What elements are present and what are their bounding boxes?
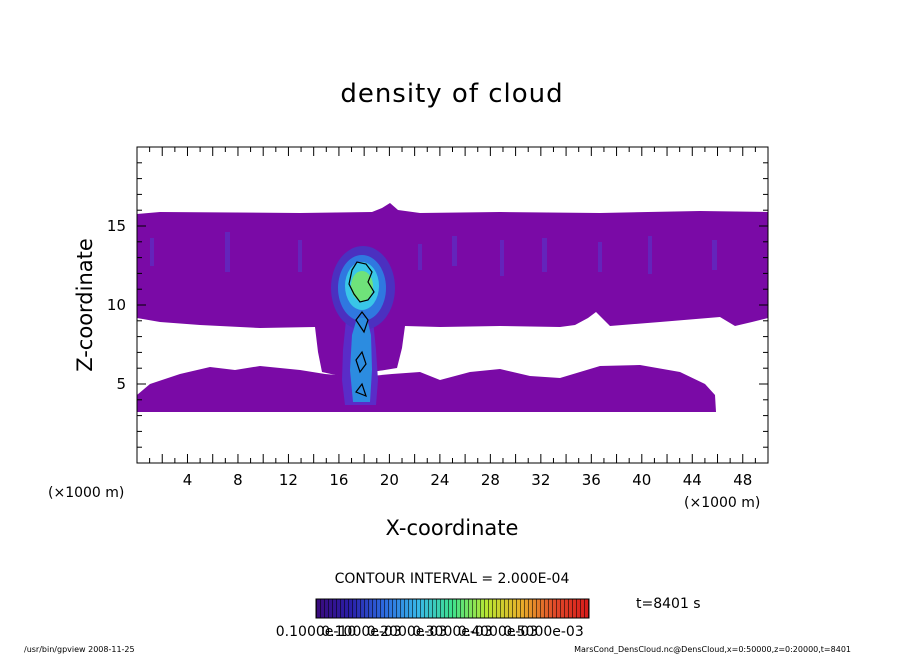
density-field <box>137 203 768 412</box>
y-tick-label: 5 <box>116 375 126 393</box>
y-tick-label: 10 <box>107 296 126 314</box>
x-tick-label: 8 <box>233 471 243 489</box>
x-axis-ticks: 4 8 12 16 20 24 28 32 36 40 44 48 <box>149 147 756 489</box>
plume-inner <box>351 271 373 301</box>
colorbar-label: 0.4000e-03 <box>458 624 538 640</box>
colorbar-frame <box>315 598 590 619</box>
x-tick-label: 36 <box>582 471 601 489</box>
contour-interval: CONTOUR INTERVAL = 2.000E-04 <box>335 571 570 587</box>
colorbar-label: 0.1000e-10 <box>276 624 356 640</box>
x-tick-label: 12 <box>279 471 298 489</box>
colorbar-label: 0.1000e-03 <box>321 624 401 640</box>
x-tick-label: 40 <box>632 471 651 489</box>
lower-cloud-layer <box>137 365 716 412</box>
x-tick-label: 48 <box>733 471 752 489</box>
chart-title: density of cloud <box>340 79 563 109</box>
y-axis-ticks: 5 10 15 <box>107 162 768 448</box>
upper-cloud-layer <box>137 203 768 376</box>
x-tick-label: 16 <box>329 471 348 489</box>
x-tick-label: 24 <box>430 471 449 489</box>
colorbar-labels: 0.1000e-100.1000e-030.2000e-030.3000e-03… <box>276 624 584 640</box>
colorbar-stripes <box>316 599 589 618</box>
colorbar-label: 0.3000e-03 <box>412 624 492 640</box>
footer-right: MarsCond_DensCloud.nc@DensCloud,x=0:5000… <box>574 645 851 654</box>
plume-contours <box>348 261 375 398</box>
x-tick-label: 28 <box>481 471 500 489</box>
y-tick-label: 15 <box>107 217 126 235</box>
x-tick-label: 44 <box>683 471 702 489</box>
y-axis-unit: (×1000 m) <box>48 485 124 501</box>
x-tick-label: 20 <box>380 471 399 489</box>
x-tick-label: 32 <box>531 471 550 489</box>
time-label: t=8401 s <box>636 596 701 612</box>
x-axis-unit: (×1000 m) <box>684 495 760 511</box>
upper-layer-streaks <box>150 232 717 276</box>
footer-left: /usr/bin/gpview 2008-11-25 <box>24 645 135 654</box>
colorbar-label: 0.5000e-03 <box>503 624 583 640</box>
x-axis-label: X-coordinate <box>386 516 519 540</box>
plume-column-core <box>350 318 372 402</box>
x-tick-label: 4 <box>183 471 193 489</box>
y-axis-label: Z-coordinate <box>73 238 97 372</box>
colorbar-label: 0.2000e-03 <box>367 624 447 640</box>
